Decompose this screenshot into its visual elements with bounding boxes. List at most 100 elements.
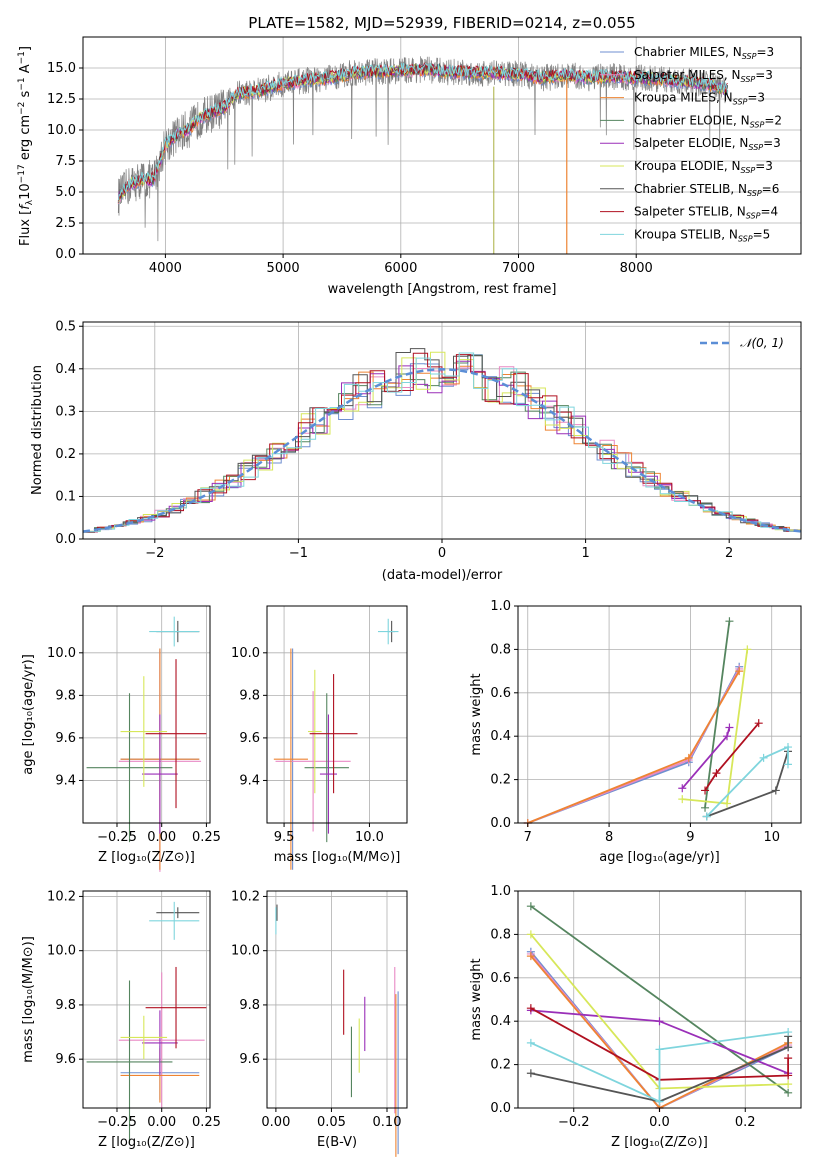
x-tick-label: −0.2 xyxy=(558,1115,590,1130)
ylabel: age [log₁₀(age/yr)] xyxy=(21,654,36,775)
x-tick-label: 10 xyxy=(763,830,780,845)
series-c_stelib-line xyxy=(706,751,789,818)
x-tick-label: 7 xyxy=(524,830,532,845)
series-c_elodie-marker xyxy=(725,617,734,626)
x-tick-label: −0.25 xyxy=(97,830,137,845)
legend-value: =3 xyxy=(747,91,765,105)
x-tick-label: 0.05 xyxy=(317,1115,346,1130)
x-tick-label: 2 xyxy=(725,546,733,561)
residuals-grid xyxy=(83,322,801,540)
y-tick-label: 0.4 xyxy=(490,1014,511,1029)
series-k_stelib-line xyxy=(706,745,789,818)
y-tick-label: 0.3 xyxy=(55,404,76,419)
series-k_stelib-line xyxy=(530,1031,789,1103)
x-tick-label: 0.10 xyxy=(373,1115,402,1130)
ticks: 0.00 0.05 0.10 9.6 9.8 10.0 10.2 xyxy=(231,889,401,1130)
y-tick-label: 9.6 xyxy=(239,1052,260,1067)
residual-histogram-k_elodie xyxy=(85,351,801,532)
ticks: −0.25 0.00 0.25 9.4 9.6 9.8 10.0 xyxy=(47,646,221,845)
y-tick-label: 0.2 xyxy=(55,447,76,462)
legend-value: =6 xyxy=(762,182,780,196)
x-tick-label: 9 xyxy=(686,830,694,845)
x-tick-label: 7000 xyxy=(502,261,535,276)
series-k_stelib-marker xyxy=(655,1045,664,1054)
series-k_stelib-marker xyxy=(783,760,792,769)
y-tick-label: 0.8 xyxy=(490,927,511,942)
y-tick-label: 2.5 xyxy=(55,216,76,231)
y-tick-label: 10.2 xyxy=(47,889,76,904)
legend-name: Chabrier MILES, N xyxy=(634,45,742,59)
series-s_stelib-marker xyxy=(526,1004,535,1013)
x-tick-label: 10.0 xyxy=(355,830,384,845)
x-tick-label: 4000 xyxy=(149,261,182,276)
y-tick-label: 10.0 xyxy=(231,646,260,661)
y-tick-label: 9.4 xyxy=(239,773,260,788)
series-c_elodie-marker xyxy=(526,902,535,911)
y-tick-label: 15.0 xyxy=(47,61,76,76)
residuals-histograms xyxy=(83,348,801,533)
xlabel: Z [log₁₀(Z/Z⊙)] xyxy=(611,1135,708,1150)
x-tick-label: 1 xyxy=(581,546,589,561)
y-tick-label: 0.6 xyxy=(490,971,511,986)
x-tick-label: −2 xyxy=(145,546,164,561)
x-tick-label: 0.00 xyxy=(261,1115,290,1130)
age-vs-mass-panel: 9.5 10.0 9.4 9.6 9.8 10.0 mass [log₁₀(M/M⊙)] xyxy=(231,605,408,870)
y-tick-label: 0.0 xyxy=(55,532,76,547)
legend-name: Chabrier STELIB, N xyxy=(634,182,747,196)
axes-frame xyxy=(266,890,408,1109)
y-tick-label: 9.6 xyxy=(239,731,260,746)
series-k_stelib-marker xyxy=(655,1097,664,1106)
legend-entry: Kroupa ELODIE, NSSP=3 xyxy=(634,159,773,175)
spectrum-title: PLATE=1582, MJD=52939, FIBERID=0214, z=0… xyxy=(248,14,635,32)
points xyxy=(275,904,399,1157)
y-tick-label: 9.8 xyxy=(55,998,76,1013)
series-s_stelib-line xyxy=(530,1007,789,1081)
series-k_elodie-marker xyxy=(526,930,535,939)
series-k_elodie-marker xyxy=(722,799,731,808)
series-s_stelib-marker xyxy=(754,719,763,728)
y-tick-label: 9.8 xyxy=(239,998,260,1013)
legend-sub: SSP xyxy=(741,166,756,175)
y-tick-label: 10.0 xyxy=(47,646,76,661)
y-tick-label: 0.1 xyxy=(55,489,76,504)
x-tick-label: 0.0 xyxy=(649,1115,670,1130)
legend-name: Salpeter ELODIE, N xyxy=(634,136,748,150)
series-s_elodie-marker xyxy=(722,732,731,741)
series-k_stelib-marker xyxy=(702,812,711,821)
x-tick-label: 0 xyxy=(438,546,446,561)
model-spectrum-c_stelib xyxy=(117,62,729,202)
legend-value: =3 xyxy=(755,68,773,82)
legend-value: =3 xyxy=(755,159,773,173)
legend-sub: SSP xyxy=(746,212,761,221)
series-c_miles-line xyxy=(527,666,740,824)
axes-frame xyxy=(266,605,408,824)
series-s_stelib-marker xyxy=(784,1054,793,1063)
x-tick-label: 5000 xyxy=(267,261,300,276)
y-tick-label: 10.0 xyxy=(47,944,76,959)
series-s_elodie-marker xyxy=(678,784,687,793)
y-tick-label: 12.5 xyxy=(47,92,76,107)
y-tick-label: 9.6 xyxy=(55,1052,76,1067)
y-tick-label: 7.5 xyxy=(55,154,76,169)
series-s_elodie-marker xyxy=(725,723,734,732)
legend-entry: Chabrier MILES, NSSP=3 xyxy=(634,45,774,61)
residual-histogram-k_stelib xyxy=(85,352,801,532)
weight-vs-Z-panel: −0.2 0.0 0.2 0.0 0.2 0.4 0.6 0.8 1.0 Z [log₁₀(Z/Z… xyxy=(469,884,802,1150)
legend-name: Salpeter STELIB, N xyxy=(634,205,746,219)
series-k_elodie-marker xyxy=(784,1080,793,1089)
y-tick-label: 10.2 xyxy=(231,889,260,904)
series-c_stelib-marker xyxy=(784,1043,793,1052)
residual-histogram-c_stelib xyxy=(83,348,799,533)
grid xyxy=(83,606,210,823)
grid xyxy=(518,605,801,824)
ticks: −0.25 0.00 0.25 9.6 9.8 10.0 10.2 xyxy=(47,889,221,1130)
series xyxy=(523,617,792,827)
y-tick-label: 0.5 xyxy=(55,319,76,334)
series-k_miles-marker xyxy=(526,952,535,961)
ticks: 7 8 9 10 0.0 0.2 0.4 0.6 0.8 1.0 xyxy=(490,599,780,845)
legend-sub: SSP xyxy=(738,234,753,243)
y-tick-label: 9.8 xyxy=(55,688,76,703)
legend-sub: SSP xyxy=(750,120,765,129)
y-tick-label: 10.0 xyxy=(231,944,260,959)
xlabel: Z [log₁₀(Z/Z⊙)] xyxy=(98,850,195,865)
